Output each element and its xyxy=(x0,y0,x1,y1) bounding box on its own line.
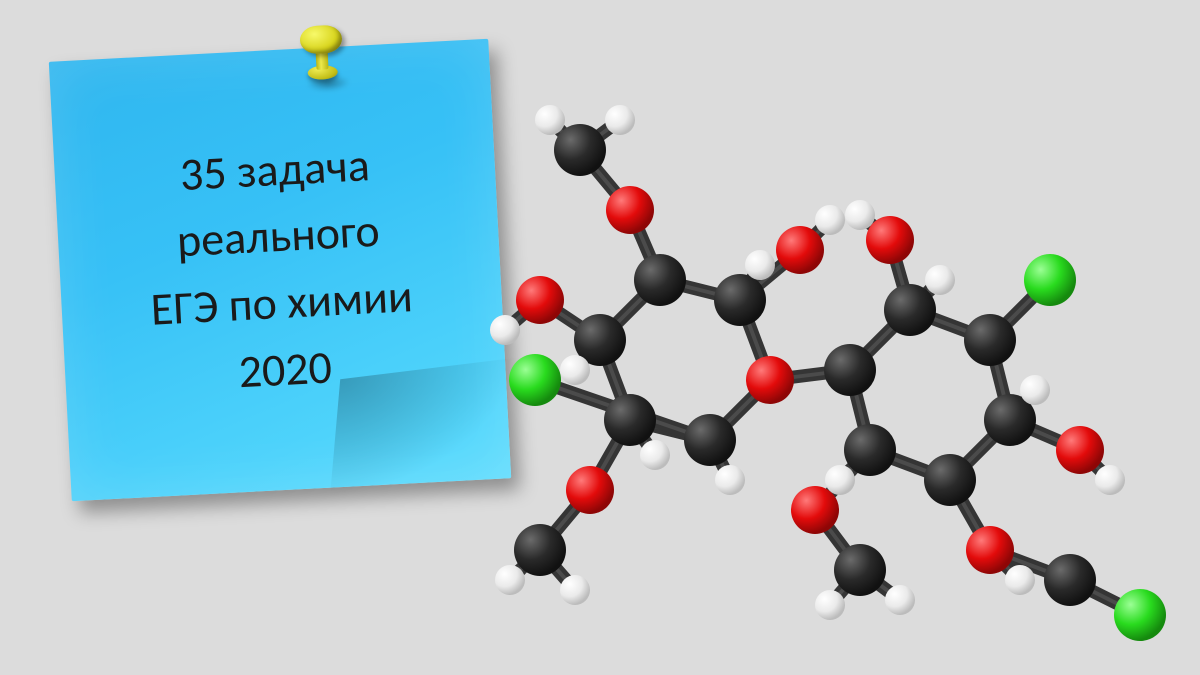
sticky-note: 35 задача реального ЕГЭ по химии 2020 xyxy=(49,39,511,501)
atom-c xyxy=(714,274,766,326)
pushpin-icon xyxy=(297,24,347,96)
atom-cl xyxy=(509,354,561,406)
atom-h xyxy=(560,355,590,385)
atom-h xyxy=(1020,375,1050,405)
atom-h xyxy=(925,265,955,295)
atom-h xyxy=(495,565,525,595)
atom-h xyxy=(815,205,845,235)
atom-h xyxy=(535,105,565,135)
atom-c xyxy=(604,394,656,446)
atom-h xyxy=(845,200,875,230)
atom-h xyxy=(1005,565,1035,595)
atom-o xyxy=(966,526,1014,574)
atom-o xyxy=(791,486,839,534)
atom-h xyxy=(825,465,855,495)
atom-o xyxy=(746,356,794,404)
note-line-3: ЕГЭ по химии xyxy=(149,263,414,343)
atom-c xyxy=(634,254,686,306)
atom-o xyxy=(516,276,564,324)
note-line-4: 2020 xyxy=(237,334,334,405)
atom-h xyxy=(560,575,590,605)
atom-c xyxy=(964,314,1016,366)
atom-c xyxy=(554,124,606,176)
atom-c xyxy=(834,544,886,596)
note-line-2: реального xyxy=(175,198,381,275)
atom-h xyxy=(640,440,670,470)
atom-o xyxy=(1056,426,1104,474)
atom-o xyxy=(566,466,614,514)
atom-h xyxy=(885,585,915,615)
molecule-diagram xyxy=(480,80,1200,660)
atom-c xyxy=(884,284,936,336)
atom-h xyxy=(605,105,635,135)
atom-h xyxy=(715,465,745,495)
atom-h xyxy=(745,250,775,280)
note-line-1: 35 задача xyxy=(178,132,371,209)
atom-c xyxy=(924,454,976,506)
atom-h xyxy=(490,315,520,345)
atom-o xyxy=(866,216,914,264)
atom-c xyxy=(514,524,566,576)
atom-h xyxy=(1095,465,1125,495)
atom-c xyxy=(844,424,896,476)
atom-cl xyxy=(1114,589,1166,641)
atom-c xyxy=(1044,554,1096,606)
atom-o xyxy=(776,226,824,274)
atom-c xyxy=(684,414,736,466)
atom-cl xyxy=(1024,254,1076,306)
atom-o xyxy=(606,186,654,234)
atom-h xyxy=(815,590,845,620)
note-body: 35 задача реального ЕГЭ по химии 2020 xyxy=(49,39,511,501)
atom-c xyxy=(824,344,876,396)
